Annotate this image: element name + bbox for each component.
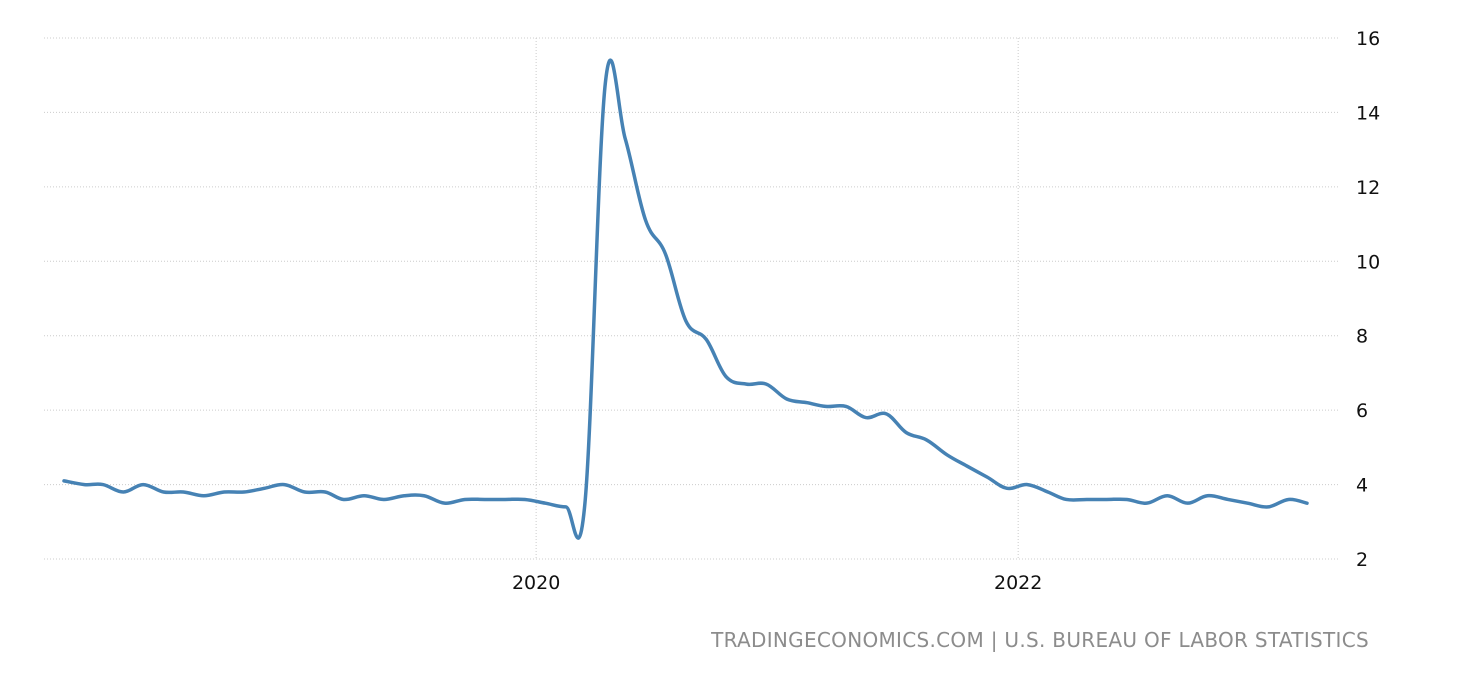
plot-area — [62, 58, 1309, 540]
y-tick-label: 4 — [1356, 475, 1368, 497]
grid-lines — [44, 37, 1340, 560]
series-line — [62, 58, 1309, 540]
y-tick-label: 8 — [1356, 326, 1368, 348]
y-tick-label: 6 — [1356, 400, 1368, 422]
y-tick-label: 2 — [1356, 549, 1368, 571]
y-tick-label: 12 — [1356, 177, 1380, 199]
y-tick-label: 10 — [1356, 251, 1380, 273]
x-tick-label: 2020 — [512, 572, 560, 594]
y-tick-label: 16 — [1356, 28, 1380, 50]
x-tick-label: 2022 — [994, 572, 1042, 594]
y-axis: 2 4 6 8 10 12 14 16 — [1356, 28, 1380, 571]
source-attribution: TRADINGECONOMICS.COM | U.S. BUREAU OF LA… — [711, 628, 1369, 652]
x-axis: 2020 2022 — [512, 572, 1042, 594]
y-tick-label: 14 — [1356, 102, 1380, 124]
